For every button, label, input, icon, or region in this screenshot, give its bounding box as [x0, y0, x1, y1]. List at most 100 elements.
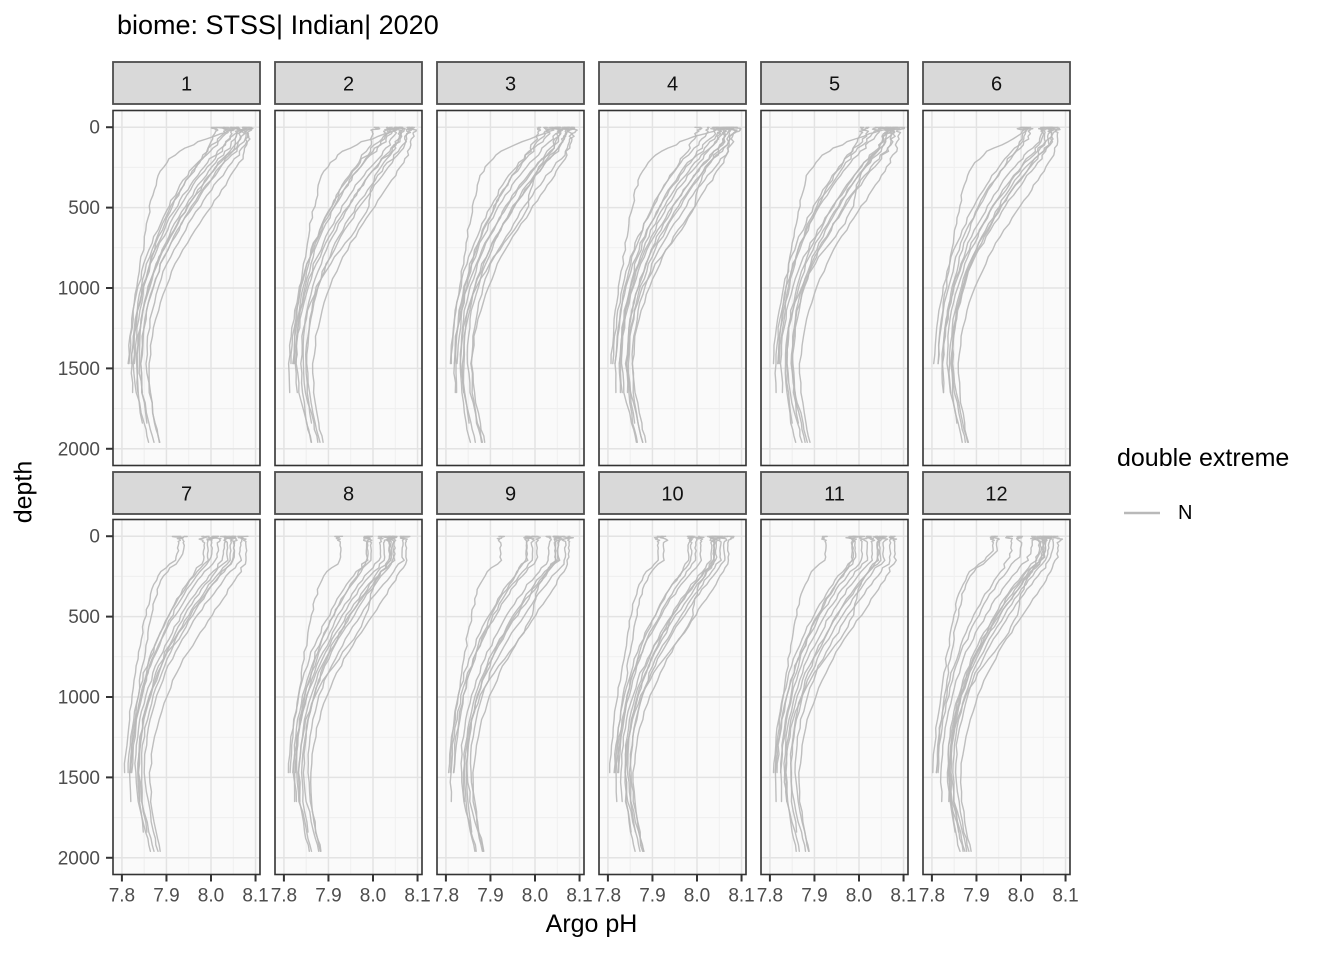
x-tick-label: 7.8: [271, 886, 297, 907]
profile-line: [935, 535, 1014, 774]
facet-panel-9: 9: [436, 471, 585, 876]
profile-line: [950, 535, 1047, 852]
facet-panel-6: 6: [922, 61, 1071, 467]
profile-line: [123, 535, 184, 774]
facet-strip-label: 3: [505, 74, 516, 96]
profile-line: [794, 535, 894, 852]
facet-panel-7: 7: [112, 471, 261, 876]
facet-strip-label: 6: [991, 74, 1002, 96]
x-tick-label: 7.9: [801, 886, 827, 907]
profile-line: [619, 535, 716, 803]
profile-line: [294, 535, 396, 803]
profile-line: [466, 126, 571, 443]
facet-strip: [598, 471, 747, 515]
panel-border: [598, 518, 747, 876]
panel-border: [760, 518, 909, 876]
profile-line: [311, 126, 418, 443]
profile-line: [143, 535, 244, 852]
profile-line: [614, 126, 722, 394]
panel-border: [274, 109, 423, 467]
facet-panel-11: 11: [760, 471, 909, 876]
legend-entry-label: N: [1178, 501, 1193, 524]
profile-line: [131, 535, 219, 774]
facet-strip: [436, 471, 585, 515]
x-tick-label: 8.0: [1008, 886, 1034, 907]
profile-line: [798, 535, 898, 852]
x-axis-title: Argo pH: [545, 910, 638, 938]
profile-line: [617, 535, 695, 774]
profile-line: [631, 126, 742, 443]
facet-panel-5: 5: [760, 61, 909, 467]
profile-line: [297, 535, 397, 803]
profile-line: [148, 126, 253, 443]
profile-line: [935, 535, 1000, 774]
x-tick-label: 7.9: [477, 886, 503, 907]
profile-line: [463, 535, 559, 852]
y-tick-label: 0: [89, 527, 100, 548]
facet-panel-12: 12: [922, 471, 1071, 876]
profile-line: [785, 535, 884, 852]
y-tick-label: 2000: [58, 848, 100, 869]
profile-line: [459, 126, 564, 443]
legend-key-line-icon: [1124, 511, 1160, 515]
facet-panel-3: 3: [436, 61, 585, 467]
x-tick-label: 8.1: [728, 886, 754, 907]
profile-line: [946, 535, 1048, 803]
y-tick-label: 1500: [58, 359, 100, 380]
x-tick-label: 8.1: [890, 886, 916, 907]
x-tick-label: 8.0: [684, 886, 710, 907]
facet-panel-10: 10: [598, 471, 747, 876]
facet-panel-2: 2: [274, 61, 423, 467]
panel-border: [436, 109, 585, 467]
profile-line: [472, 535, 574, 852]
profile-line: [306, 126, 413, 443]
profile-line: [148, 535, 249, 852]
chart-title: biome: STSS| Indian| 2020: [117, 10, 439, 40]
profile-line: [614, 535, 669, 774]
x-tick-label: 8.1: [242, 886, 268, 907]
profile-line: [310, 535, 411, 852]
panel-border: [274, 518, 423, 876]
profile-line: [293, 126, 393, 365]
profile-line: [447, 535, 532, 774]
profile-line: [784, 126, 889, 443]
facet-strip-label: 1: [181, 74, 192, 96]
x-tick-label: 7.8: [757, 886, 783, 907]
x-tick-label: 7.8: [919, 886, 945, 907]
profile-line: [628, 535, 724, 833]
profile-line: [952, 535, 1056, 833]
x-tick-label: 7.8: [433, 886, 459, 907]
profile-line: [783, 535, 876, 852]
profile-line: [460, 535, 552, 852]
profile-line: [774, 126, 885, 394]
profile-line: [450, 126, 561, 365]
profile-line: [614, 126, 703, 365]
facet-strip: [436, 61, 585, 105]
x-tick-label: 7.8: [595, 886, 621, 907]
profile-line: [300, 126, 406, 443]
profile-line: [789, 535, 883, 852]
profile-line: [632, 535, 735, 852]
profile-line: [292, 535, 384, 803]
profile-line: [951, 126, 1055, 443]
profile-line: [785, 126, 896, 424]
profile-line: [937, 535, 1024, 774]
facet-strip-label: 2: [343, 74, 354, 96]
profile-line: [941, 126, 1027, 365]
profile-line: [295, 126, 400, 443]
facet-strip: [922, 61, 1071, 105]
profile-line: [798, 126, 906, 443]
profile-line: [449, 126, 550, 365]
profile-line: [135, 126, 242, 424]
profile-line: [939, 535, 1037, 803]
x-tick-label: 7.9: [963, 886, 989, 907]
profile-line: [615, 535, 705, 803]
profile-line: [932, 535, 997, 774]
profile-line: [456, 126, 542, 365]
profile-line: [933, 126, 1030, 365]
profile-line: [449, 535, 541, 803]
facet-strip-label: 9: [505, 484, 516, 506]
profile-line: [466, 535, 558, 852]
x-tick-label: 8.1: [404, 886, 430, 907]
